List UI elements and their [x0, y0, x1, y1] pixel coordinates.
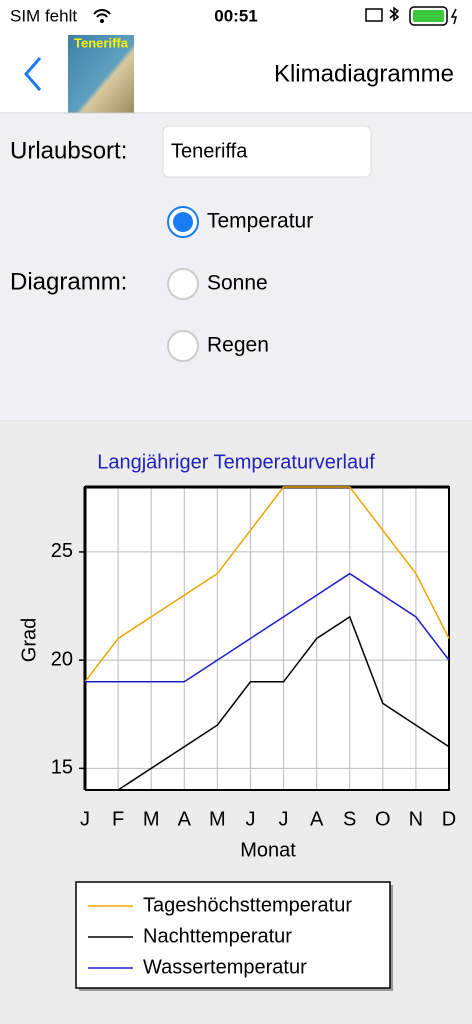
- charging-icon: [450, 8, 457, 25]
- x-axis-label: Monat: [240, 839, 296, 861]
- x-tick-label: M: [209, 808, 226, 830]
- nav-title: Klimadiagramme: [274, 60, 454, 87]
- x-tick-label: A: [178, 808, 192, 830]
- x-tick-label: J: [245, 808, 255, 830]
- radio-label: Regen: [207, 334, 269, 357]
- location-label: Urlaubsort:: [10, 137, 127, 164]
- x-tick-label: A: [310, 808, 324, 830]
- battery-level: [413, 10, 444, 22]
- thumbnail[interactable]: [68, 35, 134, 113]
- x-tick-label: N: [409, 808, 423, 830]
- y-tick-label: 15: [51, 757, 73, 779]
- legend: [75, 881, 391, 989]
- radio-dot: [173, 212, 193, 232]
- back-button[interactable]: [24, 57, 42, 91]
- x-tick-label: D: [442, 808, 456, 830]
- x-tick-label: F: [112, 808, 124, 830]
- location-input[interactable]: [162, 125, 372, 178]
- diagram-label: Diagramm:: [10, 268, 127, 295]
- y-axis-label: Grad: [18, 618, 40, 662]
- series-line: [85, 572, 450, 683]
- x-tick-label: J: [80, 808, 90, 830]
- legend-label: Nachttemperatur: [143, 925, 292, 947]
- radio-button[interactable]: [167, 330, 199, 362]
- clock: 00:51: [214, 6, 257, 25]
- series-line: [84, 486, 450, 683]
- x-tick-label: O: [375, 808, 391, 830]
- plot-area: [85, 487, 449, 790]
- x-tick-label: S: [343, 808, 356, 830]
- battery: [409, 6, 448, 26]
- wifi-icon: [93, 9, 111, 18]
- bluetooth-icon: [389, 6, 400, 22]
- radio-label: Temperatur: [207, 210, 313, 233]
- x-tick-label: M: [143, 808, 160, 830]
- series-line: [85, 615, 450, 791]
- chart-title: Langjähriger Temperaturverlauf: [97, 451, 375, 473]
- radio-label: Sonne: [207, 272, 268, 295]
- legend-label: Tageshöchsttemperatur: [143, 894, 352, 916]
- legend-label: Wassertemperatur: [143, 956, 307, 978]
- y-tick-label: 25: [51, 540, 73, 562]
- thumbnail-label: Teneriffa: [74, 35, 129, 50]
- radio-button[interactable]: [167, 268, 199, 300]
- wifi-dot: [100, 19, 104, 23]
- location-value: Teneriffa: [171, 140, 248, 162]
- airplay-icon: [365, 8, 383, 22]
- x-tick-label: J: [279, 808, 289, 830]
- y-tick-label: 20: [51, 648, 73, 670]
- carrier: SIM fehlt: [10, 6, 77, 25]
